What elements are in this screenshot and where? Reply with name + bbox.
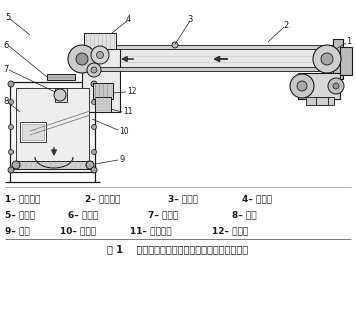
Bar	[82, 47, 338, 68]
Text: 4– 给料口: 4– 给料口	[242, 194, 272, 203]
Circle shape	[87, 63, 101, 77]
Circle shape	[86, 161, 94, 169]
Circle shape	[9, 149, 14, 154]
Bar	[316, 97, 328, 105]
Bar	[14, 161, 92, 169]
Circle shape	[172, 42, 178, 48]
Text: 3: 3	[187, 14, 193, 24]
Bar	[82, 49, 120, 112]
Text: 10– 钙丝绳: 10– 钙丝绳	[60, 226, 96, 235]
Circle shape	[54, 89, 66, 101]
Circle shape	[91, 167, 97, 173]
Text: 12: 12	[127, 88, 137, 96]
Text: 12– 传感器: 12– 传感器	[212, 226, 248, 235]
Circle shape	[9, 99, 14, 105]
Bar	[84, 33, 116, 49]
Text: 2: 2	[283, 21, 289, 29]
Circle shape	[8, 81, 14, 87]
Text: 8– 秤斗: 8– 秤斗	[232, 210, 257, 219]
Circle shape	[290, 74, 314, 98]
Circle shape	[68, 45, 96, 73]
Text: 7: 7	[3, 64, 9, 74]
Bar	[20, 122, 46, 142]
Text: 5– 双螺旋: 5– 双螺旋	[5, 210, 35, 219]
Circle shape	[333, 83, 339, 89]
Circle shape	[76, 53, 88, 65]
Text: 10: 10	[119, 127, 129, 135]
Text: 1: 1	[346, 38, 352, 46]
Bar	[95, 97, 111, 112]
Text: 6: 6	[3, 41, 9, 49]
Text: 9: 9	[119, 156, 125, 164]
Text: 4: 4	[125, 14, 131, 24]
Bar	[340, 47, 352, 75]
Text: 3– 电磁阀: 3– 电磁阀	[168, 194, 198, 203]
Circle shape	[91, 149, 96, 154]
Circle shape	[8, 167, 14, 173]
Circle shape	[321, 53, 333, 65]
Circle shape	[328, 78, 344, 94]
Bar	[55, 88, 67, 102]
Text: 1– 传动部分: 1– 传动部分	[5, 194, 40, 203]
Text: 5: 5	[5, 12, 11, 22]
Bar	[16, 88, 89, 166]
Bar	[10, 82, 95, 172]
Circle shape	[9, 125, 14, 129]
Circle shape	[91, 46, 109, 64]
Text: 11– 限位螺栓: 11– 限位螺栓	[130, 226, 172, 235]
Text: 2– 给料装置: 2– 给料装置	[85, 194, 120, 203]
Circle shape	[91, 125, 96, 129]
Text: 11: 11	[123, 108, 133, 116]
Circle shape	[313, 45, 341, 73]
Bar	[333, 39, 343, 79]
Circle shape	[91, 81, 97, 87]
Bar	[306, 97, 334, 105]
Bar	[82, 67, 338, 71]
Circle shape	[91, 67, 97, 73]
Text: 8: 8	[3, 97, 9, 107]
Text: 7– 三联件: 7– 三联件	[148, 210, 178, 219]
Circle shape	[297, 81, 307, 91]
Bar	[93, 83, 113, 99]
Text: 6– 截料门: 6– 截料门	[68, 210, 98, 219]
Bar	[47, 74, 75, 80]
Text: 图 1    数字式、智能型定量包装秤机械结构示意图: 图 1 数字式、智能型定量包装秤机械结构示意图	[108, 244, 248, 254]
Text: 9– 秤体: 9– 秤体	[5, 226, 30, 235]
Bar	[82, 45, 338, 49]
Circle shape	[91, 99, 96, 105]
Bar	[22, 124, 44, 140]
Circle shape	[96, 51, 104, 59]
Bar	[298, 73, 340, 99]
Circle shape	[12, 161, 20, 169]
